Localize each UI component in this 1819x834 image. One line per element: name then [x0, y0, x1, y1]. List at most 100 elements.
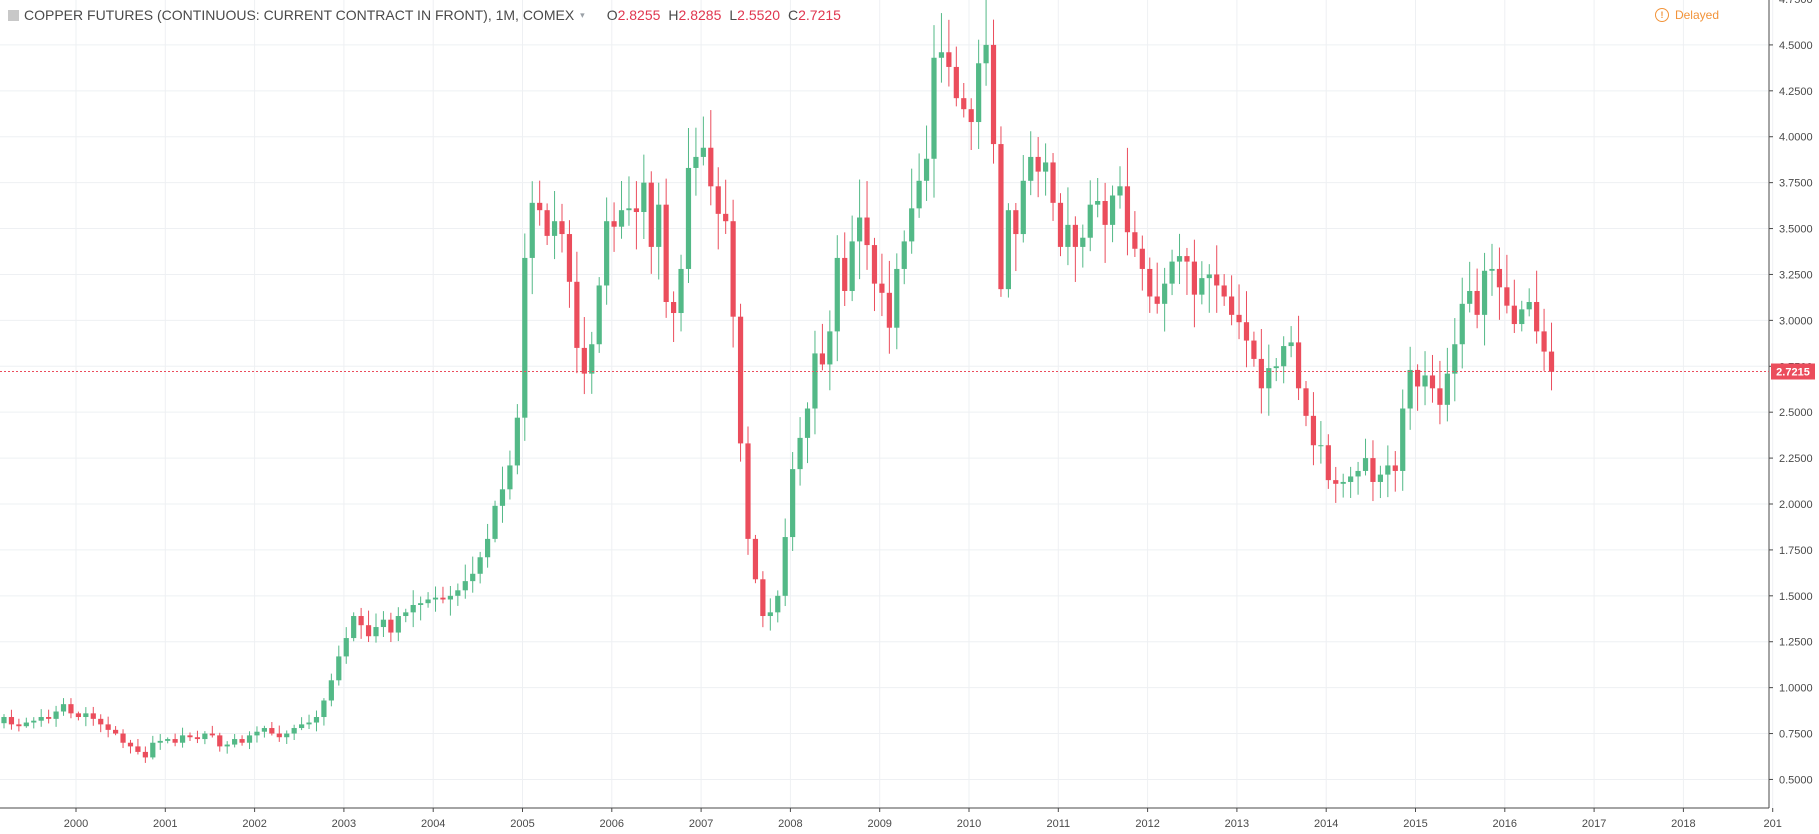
- candle-body[interactable]: [760, 579, 766, 617]
- candle-body[interactable]: [678, 268, 684, 314]
- candle-body[interactable]: [269, 728, 275, 734]
- candle-body[interactable]: [767, 612, 773, 617]
- candle-body[interactable]: [596, 285, 602, 345]
- candle-body[interactable]: [113, 729, 119, 734]
- candle-body[interactable]: [1422, 375, 1428, 387]
- candle-body[interactable]: [462, 581, 468, 591]
- candle-body[interactable]: [194, 737, 201, 740]
- candle-body[interactable]: [1020, 180, 1026, 235]
- candle-body[interactable]: [440, 597, 446, 600]
- candle-body[interactable]: [961, 98, 967, 110]
- candle-body[interactable]: [1251, 340, 1257, 359]
- candle-body[interactable]: [849, 241, 855, 291]
- candle-body[interactable]: [388, 619, 394, 633]
- candle-body[interactable]: [1132, 232, 1138, 249]
- candle-body[interactable]: [737, 316, 744, 444]
- candle-body[interactable]: [246, 735, 253, 743]
- candle-body[interactable]: [165, 739, 171, 741]
- candle-body[interactable]: [537, 202, 543, 211]
- candle-body[interactable]: [1176, 256, 1183, 262]
- candle-body[interactable]: [886, 292, 892, 328]
- candle-body[interactable]: [909, 208, 915, 242]
- candle-body[interactable]: [75, 713, 81, 718]
- candle-body[interactable]: [1467, 290, 1473, 304]
- candle-body[interactable]: [864, 217, 870, 246]
- chart-title[interactable]: COPPER FUTURES (CONTINUOUS: CURRENT CONT…: [24, 7, 575, 23]
- candle-body[interactable]: [871, 245, 878, 284]
- candle-body[interactable]: [581, 347, 587, 374]
- candle-body[interactable]: [1526, 302, 1532, 310]
- candle-body[interactable]: [983, 44, 989, 64]
- candle-body[interactable]: [618, 210, 625, 227]
- candle-body[interactable]: [1139, 248, 1145, 269]
- candle-body[interactable]: [1080, 237, 1086, 247]
- candle-body[interactable]: [1407, 369, 1413, 409]
- candle-body[interactable]: [1258, 358, 1264, 389]
- candle-body[interactable]: [1370, 458, 1376, 482]
- candle-body[interactable]: [775, 595, 781, 613]
- candle-body[interactable]: [574, 281, 580, 348]
- candle-body[interactable]: [916, 180, 922, 209]
- candle-body[interactable]: [812, 353, 818, 409]
- candle-body[interactable]: [202, 733, 208, 740]
- candle-body[interactable]: [1028, 156, 1034, 181]
- candle-body[interactable]: [276, 733, 282, 738]
- candle-body[interactable]: [693, 156, 699, 168]
- candle-body[interactable]: [1124, 186, 1131, 233]
- candle-body[interactable]: [343, 638, 349, 657]
- candle-body[interactable]: [1229, 296, 1235, 315]
- candle-body[interactable]: [1504, 287, 1510, 306]
- candle-body[interactable]: [172, 739, 178, 743]
- candle-body[interactable]: [1109, 195, 1116, 225]
- candle-body[interactable]: [1444, 373, 1450, 405]
- candle-body[interactable]: [819, 353, 825, 365]
- candle-body[interactable]: [782, 537, 788, 596]
- candle-body[interactable]: [1147, 268, 1153, 297]
- chevron-down-icon[interactable]: ▾: [580, 9, 585, 20]
- candle-body[interactable]: [834, 257, 840, 332]
- candle-body[interactable]: [403, 612, 409, 617]
- candle-body[interactable]: [1273, 366, 1279, 369]
- candle-body[interactable]: [254, 731, 260, 736]
- candle-body[interactable]: [90, 713, 96, 719]
- candle-body[interactable]: [1496, 268, 1503, 288]
- candle-body[interactable]: [745, 443, 751, 539]
- candle-body[interactable]: [46, 717, 52, 719]
- candle-body[interactable]: [328, 680, 334, 701]
- candle-body[interactable]: [1184, 256, 1190, 262]
- candle-body[interactable]: [418, 603, 424, 605]
- candle-body[interactable]: [1355, 470, 1361, 477]
- candle-body[interactable]: [336, 656, 342, 681]
- candle-body[interactable]: [105, 724, 111, 730]
- candle-body[interactable]: [1206, 274, 1212, 279]
- candle-body[interactable]: [1102, 201, 1108, 225]
- candle-body[interactable]: [1191, 261, 1197, 295]
- candle-body[interactable]: [142, 751, 148, 758]
- candle-body[interactable]: [1511, 305, 1517, 325]
- candle-body[interactable]: [663, 204, 669, 302]
- candle-body[interactable]: [566, 234, 573, 282]
- delayed-indicator[interactable]: ! Delayed: [1654, 8, 1719, 22]
- candle-body[interactable]: [291, 728, 297, 734]
- candle-body[interactable]: [551, 221, 558, 236]
- candle-body[interactable]: [723, 213, 729, 222]
- candle-body[interactable]: [150, 742, 156, 758]
- candle-body[interactable]: [938, 52, 945, 58]
- candle-body[interactable]: [1377, 474, 1383, 482]
- candle-body[interactable]: [685, 167, 692, 269]
- candle-body[interactable]: [1534, 302, 1540, 332]
- candle-body[interactable]: [946, 52, 952, 67]
- candle-body[interactable]: [1429, 375, 1436, 389]
- candle-body[interactable]: [306, 722, 312, 725]
- candle-body[interactable]: [648, 182, 654, 247]
- candle-body[interactable]: [455, 590, 461, 596]
- candle-body[interactable]: [135, 746, 141, 752]
- candle-body[interactable]: [1348, 476, 1354, 482]
- candle-body[interactable]: [1035, 156, 1041, 172]
- candle-body[interactable]: [522, 257, 528, 418]
- candle-body[interactable]: [1065, 224, 1071, 247]
- candle-body[interactable]: [976, 63, 982, 123]
- candle-body[interactable]: [827, 331, 833, 365]
